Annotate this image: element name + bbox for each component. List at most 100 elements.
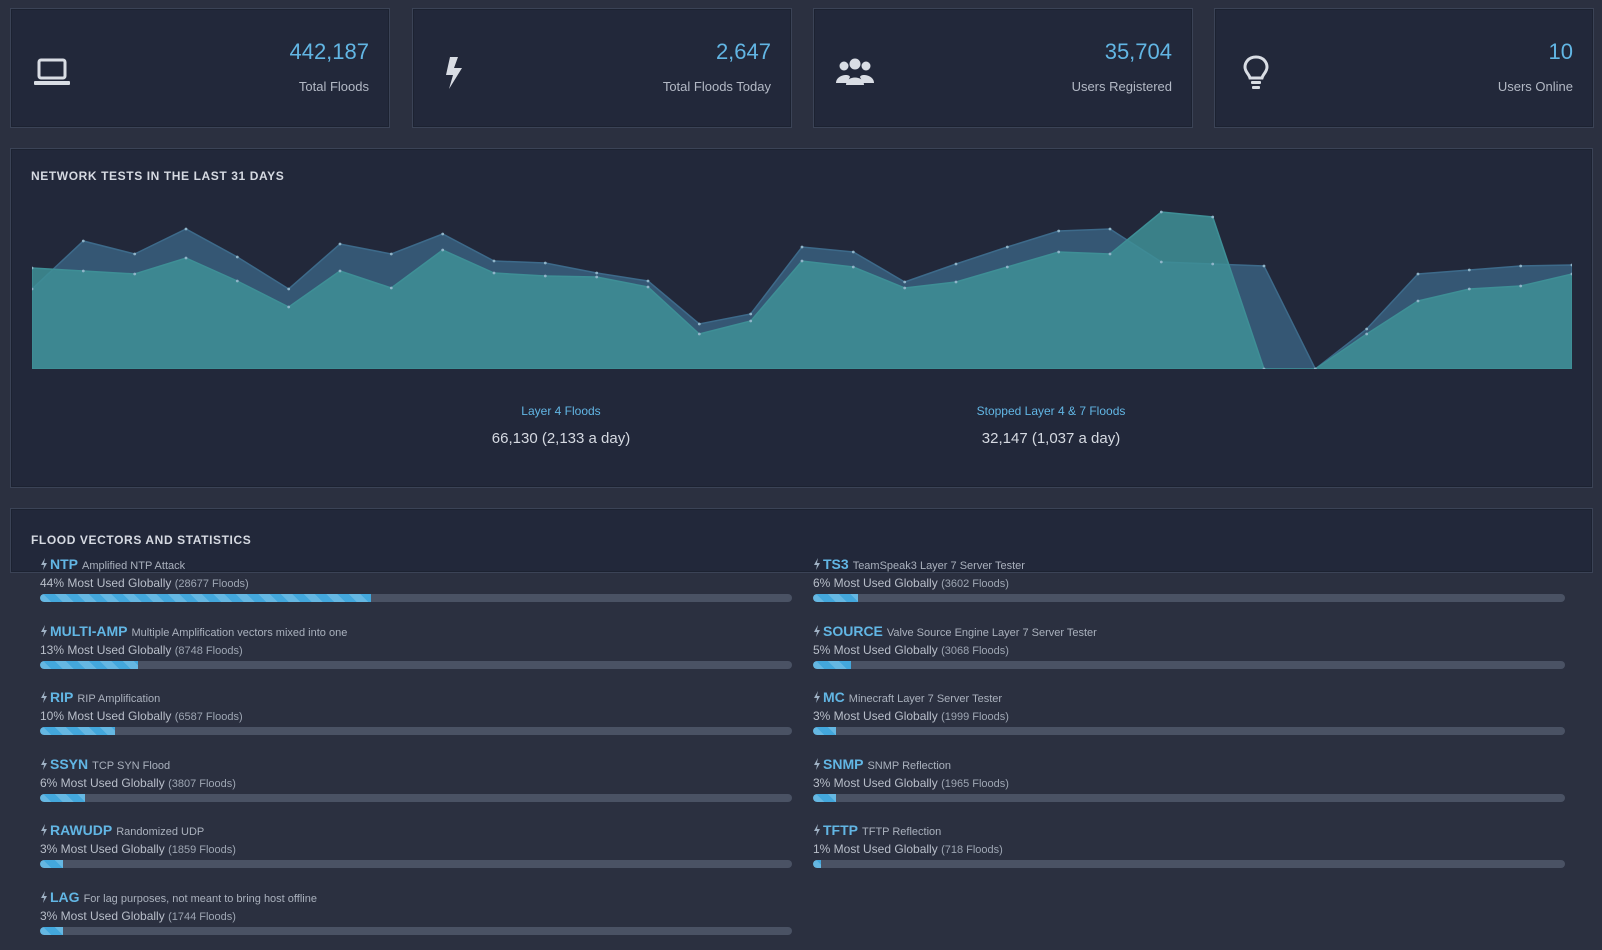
- data-point[interactable]: [1519, 284, 1523, 288]
- data-point[interactable]: [1416, 272, 1420, 276]
- data-point[interactable]: [235, 255, 239, 259]
- data-point[interactable]: [492, 271, 496, 275]
- data-point[interactable]: [133, 272, 137, 276]
- vector-count-label: (28677 Floods): [174, 578, 249, 590]
- flood-vector-source: SOURCE Valve Source Engine Layer 7 Server…: [813, 623, 1565, 683]
- data-point[interactable]: [492, 259, 496, 263]
- data-point[interactable]: [81, 269, 85, 273]
- legend-name: Stopped Layer 4 & 7 Floods: [976, 404, 1126, 418]
- vector-usage: 3% Most Used Globally (1859 Floods): [40, 842, 236, 856]
- data-point[interactable]: [1211, 262, 1215, 266]
- data-point[interactable]: [697, 332, 701, 336]
- data-point[interactable]: [749, 319, 753, 323]
- data-point[interactable]: [441, 248, 445, 252]
- data-point[interactable]: [389, 286, 393, 290]
- legend-name: Layer 4 Floods: [521, 404, 601, 418]
- data-point[interactable]: [646, 285, 650, 289]
- vector-progress-bar: [813, 860, 1565, 868]
- data-point[interactable]: [81, 239, 85, 243]
- vectors-title: FLOOD VECTORS AND STATISTICS: [31, 533, 252, 547]
- vector-count-label: (6587 Floods): [174, 711, 243, 723]
- data-point[interactable]: [1005, 265, 1009, 269]
- vector-percent-label: 1% Most Used Globally: [813, 842, 942, 856]
- data-point[interactable]: [954, 280, 958, 284]
- series-area-stopped: [32, 211, 1572, 369]
- data-point[interactable]: [287, 287, 291, 291]
- vector-progress-bar: [813, 660, 1565, 669]
- data-point[interactable]: [1262, 367, 1266, 369]
- vector-percent-label: 5% Most Used Globally: [813, 642, 942, 657]
- data-point[interactable]: [338, 269, 342, 273]
- data-point[interactable]: [800, 259, 804, 263]
- data-point[interactable]: [1108, 252, 1112, 256]
- data-point[interactable]: [133, 252, 137, 256]
- data-point[interactable]: [1519, 264, 1523, 268]
- data-point[interactable]: [441, 232, 445, 236]
- vector-count-label: (8748 Floods): [174, 644, 243, 657]
- vector-progress-bar: [813, 793, 1565, 802]
- data-point[interactable]: [184, 256, 188, 260]
- data-point[interactable]: [1108, 227, 1112, 231]
- bolt-icon: [446, 57, 462, 89]
- data-point[interactable]: [851, 265, 855, 269]
- data-point[interactable]: [543, 274, 547, 278]
- vector-percent-label: 3% Most Used Globally: [40, 908, 169, 923]
- vector-usage: 5% Most Used Globally (3068 Floods): [813, 643, 1009, 657]
- data-point[interactable]: [338, 242, 342, 246]
- stat-card-users-online: 10 Users Online: [1214, 8, 1594, 128]
- vector-percent-label: 44% Most Used Globally: [40, 576, 175, 590]
- data-point[interactable]: [1211, 215, 1215, 219]
- data-point[interactable]: [646, 279, 650, 283]
- flood-vector-ntp: NTP Amplified NTP Attack 44% Most Used Glo…: [40, 556, 792, 616]
- data-point[interactable]: [287, 305, 291, 309]
- data-point[interactable]: [1365, 327, 1369, 331]
- data-point[interactable]: [1467, 268, 1471, 272]
- data-point[interactable]: [851, 250, 855, 254]
- vector-progress-bar: [40, 660, 792, 669]
- data-point[interactable]: [32, 266, 34, 270]
- stat-value: 442,187: [289, 39, 369, 64]
- data-point[interactable]: [595, 275, 599, 279]
- data-point[interactable]: [235, 279, 239, 283]
- stat-value: 2,647: [715, 39, 771, 64]
- data-point[interactable]: [1570, 272, 1572, 276]
- stat-card-users-registered: 35,704 Users Registered: [813, 8, 1193, 128]
- data-point[interactable]: [1159, 210, 1163, 214]
- vector-description: TFTP Reflection: [862, 826, 942, 838]
- data-point[interactable]: [697, 322, 701, 326]
- vector-description: Valve Source Engine Layer 7 Server Teste…: [886, 626, 1097, 639]
- data-point[interactable]: [903, 280, 907, 284]
- vector-name: MC: [823, 689, 845, 705]
- vector-count-label: (1859 Floods): [168, 844, 236, 856]
- vector-header: RIP RIP Amplification: [40, 689, 160, 705]
- vector-percent-label: 6% Most Used Globally: [40, 775, 169, 790]
- data-point[interactable]: [1159, 260, 1163, 264]
- vector-header: SOURCE Valve Source Engine Layer 7 Server…: [813, 623, 1097, 639]
- data-point[interactable]: [1262, 264, 1266, 268]
- data-point[interactable]: [389, 252, 393, 256]
- data-point[interactable]: [1467, 287, 1471, 291]
- stat-value: 35,704: [1104, 39, 1172, 64]
- data-point[interactable]: [1570, 263, 1572, 267]
- vector-percent-label: 3% Most Used Globally: [813, 775, 942, 790]
- vector-progress-bar: [40, 727, 792, 735]
- data-point[interactable]: [954, 262, 958, 266]
- data-point[interactable]: [543, 261, 547, 265]
- vector-progress-fill: [813, 793, 836, 802]
- data-point[interactable]: [1365, 332, 1369, 336]
- data-point[interactable]: [1313, 367, 1317, 369]
- data-point[interactable]: [595, 271, 599, 275]
- vector-progress-bar: [40, 926, 792, 935]
- data-point[interactable]: [1057, 229, 1061, 233]
- data-point[interactable]: [903, 286, 907, 290]
- data-point[interactable]: [1057, 250, 1061, 254]
- data-point[interactable]: [1005, 245, 1009, 249]
- bolt-icon: [813, 757, 821, 770]
- data-point[interactable]: [1416, 299, 1420, 303]
- vector-progress-bar: [40, 793, 792, 802]
- data-point[interactable]: [749, 312, 753, 316]
- vector-name: LAG: [50, 888, 80, 905]
- data-point[interactable]: [800, 245, 804, 249]
- data-point[interactable]: [184, 227, 188, 231]
- data-point[interactable]: [32, 287, 34, 291]
